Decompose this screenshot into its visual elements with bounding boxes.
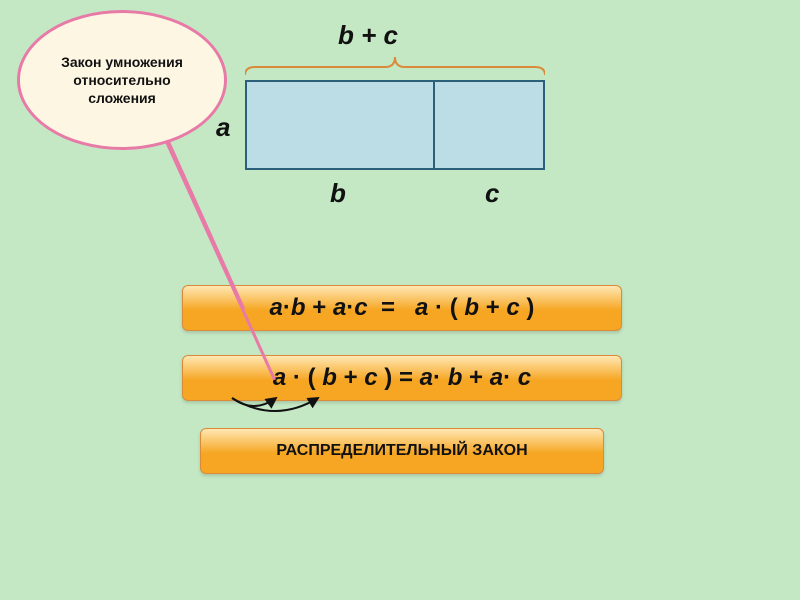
formula-3-text: РАСПРЕДЕЛИТЕЛЬНЫЙ ЗАКОН — [276, 442, 527, 460]
formula-bar-2: a · ( b + c ) = a· b + a· c — [182, 355, 622, 401]
formula-2-text: a · ( b + c ) = a· b + a· c — [273, 364, 531, 392]
label-a: a — [216, 112, 230, 143]
rect-part-2 — [435, 80, 545, 170]
callout-ellipse: Закон умножения относительно сложения — [17, 10, 227, 150]
area-rectangle — [245, 80, 545, 170]
formula-1-text: a·b + a·c = a · ( b + c ) — [270, 294, 535, 322]
slide-canvas: Закон умножения относительно сложения b … — [0, 0, 800, 600]
formula-bar-3: РАСПРЕДЕЛИТЕЛЬНЫЙ ЗАКОН — [200, 428, 604, 474]
rect-part-1 — [245, 80, 435, 170]
top-brace — [245, 55, 545, 77]
callout-text: Закон умножения относительно сложения — [38, 53, 206, 108]
label-b: b — [330, 178, 346, 209]
distribute-arc-2 — [230, 396, 320, 428]
callout-line-2 — [163, 137, 275, 380]
brace-label: b + c — [338, 20, 398, 51]
label-c: c — [485, 178, 499, 209]
